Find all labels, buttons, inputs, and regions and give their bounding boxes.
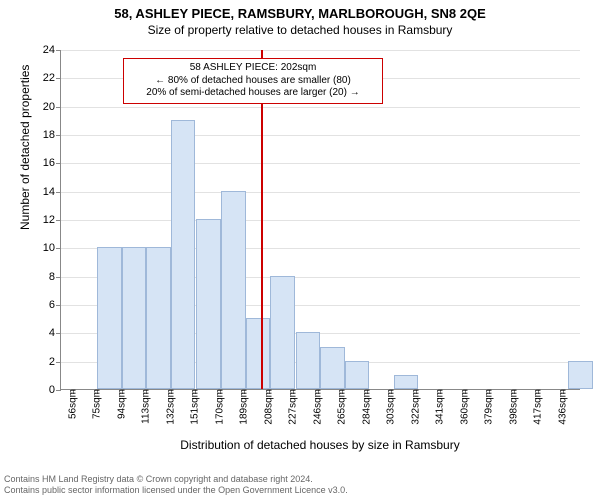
gridline-h (61, 163, 580, 164)
histogram-bar (221, 191, 246, 389)
annotation-line-3: 20% of semi-detached houses are larger (… (130, 87, 376, 100)
xtick-label: 436sqm (557, 389, 568, 425)
xtick-label: 227sqm (288, 389, 299, 425)
x-axis-label: Distribution of detached houses by size … (60, 438, 580, 452)
histogram-bar (394, 375, 419, 389)
histogram-bar (296, 332, 321, 389)
ytick-label: 20 (43, 101, 61, 113)
xtick-label: 284sqm (361, 389, 372, 425)
ytick-label: 6 (49, 299, 61, 311)
footer-line-2: Contains public sector information licen… (4, 485, 596, 496)
histogram-bar (345, 361, 370, 389)
gridline-h (61, 220, 580, 221)
ytick-label: 10 (43, 242, 61, 254)
xtick-label: 132sqm (165, 389, 176, 425)
page-subtitle: Size of property relative to detached ho… (0, 21, 600, 41)
xtick-label: 265sqm (337, 389, 348, 425)
ytick-label: 4 (49, 327, 61, 339)
xtick-label: 341sqm (435, 389, 446, 425)
ytick-label: 14 (43, 186, 61, 198)
xtick-label: 379sqm (484, 389, 495, 425)
ytick-label: 16 (43, 157, 61, 169)
gridline-h (61, 192, 580, 193)
xtick-label: 113sqm (141, 389, 152, 424)
xtick-label: 151sqm (190, 389, 201, 425)
annotation-line-2: ← 80% of detached houses are smaller (80… (130, 75, 376, 88)
gridline-h (61, 107, 580, 108)
histogram-bar (97, 247, 122, 389)
ytick-label: 24 (43, 44, 61, 56)
footer-line-1: Contains HM Land Registry data © Crown c… (4, 474, 596, 485)
histogram-bar (122, 247, 147, 389)
ytick-label: 2 (49, 356, 61, 368)
histogram-bar (246, 318, 271, 389)
annotation-line-1: 58 ASHLEY PIECE: 202sqm (130, 62, 376, 75)
ytick-label: 0 (49, 384, 61, 396)
gridline-h (61, 50, 580, 51)
annotation-box: 58 ASHLEY PIECE: 202sqm← 80% of detached… (123, 58, 383, 104)
xtick-label: 189sqm (239, 389, 250, 425)
footer-attribution: Contains HM Land Registry data © Crown c… (4, 474, 596, 496)
histogram-bar (146, 247, 171, 389)
xtick-label: 398sqm (508, 389, 519, 425)
ytick-label: 22 (43, 72, 61, 84)
page-title: 58, ASHLEY PIECE, RAMSBURY, MARLBOROUGH,… (0, 0, 600, 21)
xtick-label: 303sqm (386, 389, 397, 425)
histogram-bar (171, 120, 196, 389)
xtick-label: 208sqm (263, 389, 274, 425)
xtick-label: 246sqm (312, 389, 323, 425)
ytick-label: 8 (49, 271, 61, 283)
histogram-bar (568, 361, 593, 389)
histogram-bar (270, 276, 295, 389)
histogram-chart: 02468101214161820222456sqm75sqm94sqm113s… (60, 50, 580, 390)
xtick-label: 417sqm (533, 389, 544, 425)
xtick-label: 322sqm (410, 389, 421, 425)
gridline-h (61, 135, 580, 136)
xtick-label: 94sqm (116, 389, 127, 419)
xtick-label: 360sqm (459, 389, 470, 425)
xtick-label: 56sqm (67, 389, 78, 419)
histogram-bar (320, 347, 345, 390)
xtick-label: 75sqm (92, 389, 103, 419)
xtick-label: 170sqm (214, 389, 225, 425)
ytick-label: 18 (43, 129, 61, 141)
histogram-bar (196, 219, 221, 389)
ytick-label: 12 (43, 214, 61, 226)
